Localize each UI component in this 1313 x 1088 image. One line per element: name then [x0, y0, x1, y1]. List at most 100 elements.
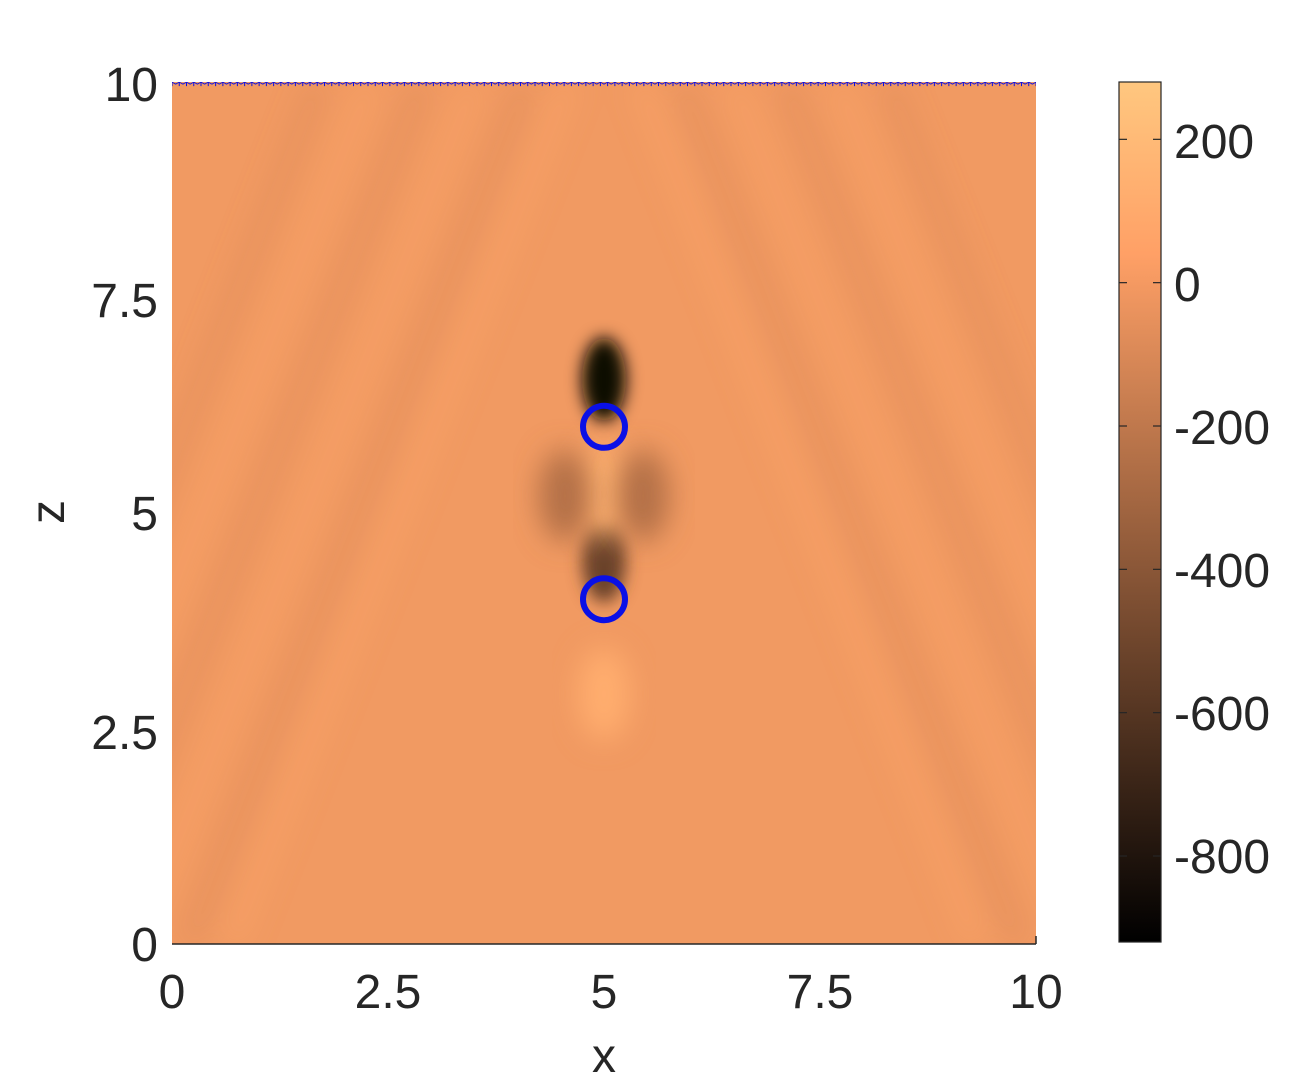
receiver-marker: * — [334, 75, 343, 96]
receiver-marker: * — [683, 75, 692, 96]
receiver-marker: * — [944, 75, 953, 96]
field-feature — [578, 445, 630, 538]
scatterer-marker — [580, 402, 628, 451]
x-tick-label: 2.5 — [355, 966, 422, 1019]
colorbar-tick-label: 200 — [1174, 116, 1254, 169]
receiver-marker: * — [712, 75, 721, 96]
receiver-marker: * — [538, 75, 547, 96]
receiver-marker: * — [436, 75, 445, 96]
field-stripe — [632, 82, 983, 944]
marker-layer: ****************************************… — [168, 75, 1041, 624]
receiver-marker: * — [988, 75, 997, 96]
receiver-marker: * — [850, 75, 859, 96]
receiver-marker: * — [240, 75, 249, 96]
receiver-marker: * — [189, 75, 198, 96]
receiver-marker: * — [480, 75, 489, 96]
receiver-marker: * — [647, 75, 656, 96]
receiver-marker: * — [378, 75, 387, 96]
receiver-marker: * — [385, 75, 394, 96]
receiver-marker: * — [705, 75, 714, 96]
colorbar-frame — [1118, 81, 1162, 943]
receiver-marker: * — [458, 75, 467, 96]
field-features — [539, 337, 669, 741]
receiver-marker: * — [756, 75, 765, 96]
receiver-marker: * — [981, 75, 990, 96]
receiver-marker: * — [182, 75, 191, 96]
receiver-marker: * — [276, 75, 285, 96]
field-stripe — [172, 82, 326, 477]
receiver-marker: * — [407, 75, 416, 96]
colorbar-gradient — [1119, 82, 1161, 942]
receiver-marker: * — [792, 75, 801, 96]
receiver-marker: * — [327, 75, 336, 96]
receiver-marker: * — [168, 75, 177, 96]
receiver-marker: * — [639, 75, 648, 96]
receiver-marker: * — [1002, 75, 1011, 96]
x-axis-label: x — [592, 1030, 616, 1083]
receiver-marker: * — [966, 75, 975, 96]
field-feature — [616, 449, 669, 542]
receiver-marker: * — [247, 75, 256, 96]
receiver-marker: * — [828, 75, 837, 96]
y-ticks: 0 2.5 5 7.5 10 — [91, 59, 158, 972]
receiver-marker: * — [676, 75, 685, 96]
receiver-marker: * — [487, 75, 496, 96]
receiver-marker: * — [937, 75, 946, 96]
receiver-marker: * — [218, 75, 227, 96]
colorbar: 200 0 -200 -400 -600 -800 — [1118, 81, 1270, 943]
receiver-marker: * — [901, 75, 910, 96]
receiver-marker: * — [973, 75, 982, 96]
field-stripe — [727, 82, 1036, 875]
receiver-marker: * — [1032, 75, 1041, 96]
x-tick-label: 0 — [159, 966, 186, 1019]
receiver-marker: * — [371, 75, 380, 96]
receiver-marker: * — [443, 75, 452, 96]
field-feature — [539, 449, 592, 542]
receiver-marker: * — [698, 75, 707, 96]
receiver-marker: * — [501, 75, 510, 96]
receiver-marker: * — [835, 75, 844, 96]
receiver-marker: * — [255, 75, 264, 96]
y-tick-label: 10 — [105, 59, 158, 112]
receiver-marker: * — [364, 75, 373, 96]
x-tick-label: 10 — [1009, 966, 1062, 1019]
receiver-marker: * — [393, 75, 402, 96]
receiver-marker: * — [509, 75, 518, 96]
receiver-marker: * — [690, 75, 699, 96]
receiver-marker: * — [552, 75, 561, 96]
receiver-marker: * — [654, 75, 663, 96]
receiver-marker: * — [814, 75, 823, 96]
receiver-marker: * — [748, 75, 757, 96]
field-feature — [582, 337, 626, 422]
receiver-marker: * — [1010, 75, 1019, 96]
receiver-marker: * — [197, 75, 206, 96]
receiver-marker: * — [581, 75, 590, 96]
receiver-marker: * — [857, 75, 866, 96]
field-stripe — [172, 82, 378, 610]
receiver-marker: * — [952, 75, 961, 96]
receiver-marker: * — [632, 75, 641, 96]
receiver-marker: * — [610, 75, 619, 96]
receiver-marker: * — [785, 75, 794, 96]
receiver-marker: * — [872, 75, 881, 96]
receiver-marker: * — [596, 75, 605, 96]
colorbar-ticks — [1119, 138, 1161, 857]
receiver-marker: * — [995, 75, 1004, 96]
receiver-marker: * — [930, 75, 939, 96]
receiver-marker: * — [886, 75, 895, 96]
field-stripe — [172, 82, 481, 875]
receiver-marker: * — [560, 75, 569, 96]
receiver-marker: * — [574, 75, 583, 96]
receiver-marker: * — [821, 75, 830, 96]
receiver-marker: * — [727, 75, 736, 96]
field-stripe — [182, 82, 533, 944]
colorbar-tick-label: -200 — [1174, 402, 1270, 455]
receiver-marker: * — [719, 75, 728, 96]
receiver-marker: * — [291, 75, 300, 96]
receiver-marker: * — [494, 75, 503, 96]
receiver-marker: * — [465, 75, 474, 96]
field-stripe — [172, 82, 430, 743]
receiver-marker: * — [313, 75, 322, 96]
x-tick-label: 7.5 — [787, 966, 854, 1019]
x-ticks: 0 2.5 5 7.5 10 — [159, 966, 1063, 1019]
